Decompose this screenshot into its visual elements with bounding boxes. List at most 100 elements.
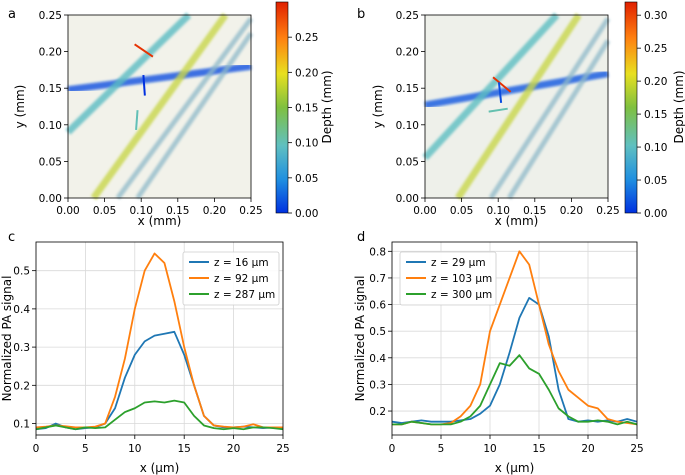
y-tick-label: 0.3 [369, 379, 386, 391]
plot-frame [391, 241, 638, 436]
profile-marker [497, 82, 503, 103]
series-line [392, 354, 638, 426]
y-tick-label: 0.7 [369, 273, 386, 285]
profile-marker [134, 43, 154, 58]
x-ticks: 0 5 10 15 20 25 [33, 435, 290, 455]
profile-marker [135, 110, 139, 130]
grid [391, 242, 638, 435]
x-tick-label: 0.25 [239, 205, 262, 217]
map-frame [424, 14, 609, 199]
vessel [424, 70, 609, 109]
legend-label: z = 103 μm [431, 273, 492, 285]
x-tick-label: 0.00 [413, 205, 436, 217]
y-tick-label: 0.25 [39, 10, 62, 22]
legend: z = 29 μm z = 103 μm z = 300 μm [399, 251, 497, 306]
legend-label: z = 29 μm [431, 257, 486, 269]
x-tick-label: 10 [128, 443, 141, 455]
y-tick-label: 0.05 [396, 156, 419, 168]
series-lines [35, 252, 284, 431]
y-tick-label: 0.15 [396, 83, 419, 95]
x-tick-label: 0.10 [487, 205, 510, 217]
legend-label: z = 92 μm [214, 273, 269, 285]
y-tick-label: 0.25 [396, 10, 419, 22]
x-tick-label: 25 [630, 443, 643, 455]
legend-box [399, 251, 497, 306]
colorbar-tick-label: 0.05 [295, 173, 318, 185]
colorbar [624, 1, 638, 214]
y-tick-label: 0.10 [396, 120, 419, 132]
marker-layer [134, 43, 154, 130]
vessel [65, 12, 192, 135]
colorbar-tick-label: 0.10 [295, 138, 318, 150]
y-tick-label: 0.15 [39, 83, 62, 95]
x-tick-label: 0.05 [450, 205, 473, 217]
y-tick-label: 0.20 [396, 47, 419, 59]
colorbar-tick-label: 0.15 [644, 109, 667, 121]
x-tick-label: 20 [227, 443, 240, 455]
profile-marker [142, 74, 146, 96]
panel-b-depth-map: b 0.00 0.05 0.10 0.15 0.20 0.25 0.000.050.100… [357, 1, 685, 228]
colorbar-tick-label: 0.30 [644, 10, 667, 22]
y-tick-label: 0.20 [39, 47, 62, 59]
y-tick-label: 0.2 [369, 406, 386, 418]
colorbar-tick-label: 0.20 [295, 67, 318, 79]
vessel-layer [422, 12, 611, 200]
vessel [90, 12, 229, 201]
vessel [455, 13, 582, 200]
x-tick-label: 5 [82, 443, 89, 455]
y-ticks: 0.00 0.05 0.10 0.15 0.20 0.25 [39, 10, 68, 205]
x-tick-label: 0.20 [203, 205, 226, 217]
legend-label: z = 300 μm [431, 289, 492, 301]
legend: z = 16 μm z = 92 μm z = 287 μm [182, 251, 280, 306]
colorbar [275, 1, 289, 214]
y-tick-label: 0.4 [13, 304, 30, 316]
x-tick-label: 0.25 [596, 205, 619, 217]
x-axis-label: x (mm) [495, 214, 539, 228]
vessel [135, 31, 254, 200]
series-line [35, 399, 284, 431]
panel-d-profile-plot: d 0 5 10 15 20 25 0.2 0.3 0.4 0.5 0.6 0.7 0.8 x (μm… [353, 230, 644, 475]
x-axis-label: x (μm) [495, 461, 535, 475]
profile-marker [488, 107, 508, 113]
x-tick-label: 0.05 [93, 205, 116, 217]
colorbar-tick-label: 0.05 [644, 175, 667, 187]
panel-label-d: d [357, 230, 365, 245]
colorbar-ticks: 0.00 0.05 0.10 0.15 0.20 0.25 0.30 [637, 10, 667, 220]
y-ticks: 0.2 0.3 0.4 0.5 0.6 0.7 0.8 [369, 246, 392, 418]
vessel [67, 62, 252, 94]
x-tick-label: 5 [438, 443, 445, 455]
x-tick-label: 0.00 [56, 205, 79, 217]
vessel [488, 17, 611, 200]
colorbar-ticks: 0.00 0.05 0.10 0.15 0.20 0.25 [288, 32, 318, 220]
y-tick-label: 0.5 [369, 326, 386, 338]
y-tick-label: 0.2 [13, 380, 30, 392]
x-tick-label: 15 [178, 443, 191, 455]
y-axis-label: y (mm) [371, 85, 385, 129]
x-tick-label: 0.20 [560, 205, 583, 217]
legend-label: z = 287 μm [214, 289, 275, 301]
series-line [35, 252, 283, 429]
colorbar-tick-label: 0.00 [295, 208, 318, 220]
marker-layer [488, 76, 512, 113]
x-ticks: 0.00 0.05 0.10 0.15 0.20 0.25 [413, 198, 620, 217]
x-ticks: 0.00 0.05 0.10 0.15 0.20 0.25 [56, 198, 263, 217]
x-tick-label: 25 [276, 443, 289, 455]
colorbar-label: Depth (mm) [320, 70, 334, 143]
panel-label-c: c [8, 230, 15, 245]
profile-marker [492, 76, 512, 93]
x-tick-label: 15 [532, 443, 545, 455]
colorbar-tick-label: 0.25 [644, 43, 667, 55]
x-tick-label: 10 [483, 443, 496, 455]
y-axis-label: Normalized PA signal [0, 276, 14, 402]
panel-a-depth-map: a 0.00 0.05 0.10 0.15 0.20 0.25 0.000.050.100… [8, 1, 334, 228]
y-tick-label: 0.00 [396, 193, 419, 205]
panel-c-profile-plot: c 0 5 10 15 20 25 0.1 0.2 0.3 0.4 0.5 x (μm) Norm… [0, 230, 290, 475]
legend-label: z = 16 μm [214, 257, 269, 269]
vessel-layer [65, 12, 254, 201]
plot-frame [35, 241, 284, 436]
x-axis-label: x (μm) [140, 461, 180, 475]
legend-box [182, 251, 280, 306]
y-tick-label: 0.1 [13, 419, 30, 431]
vessel [422, 12, 560, 161]
